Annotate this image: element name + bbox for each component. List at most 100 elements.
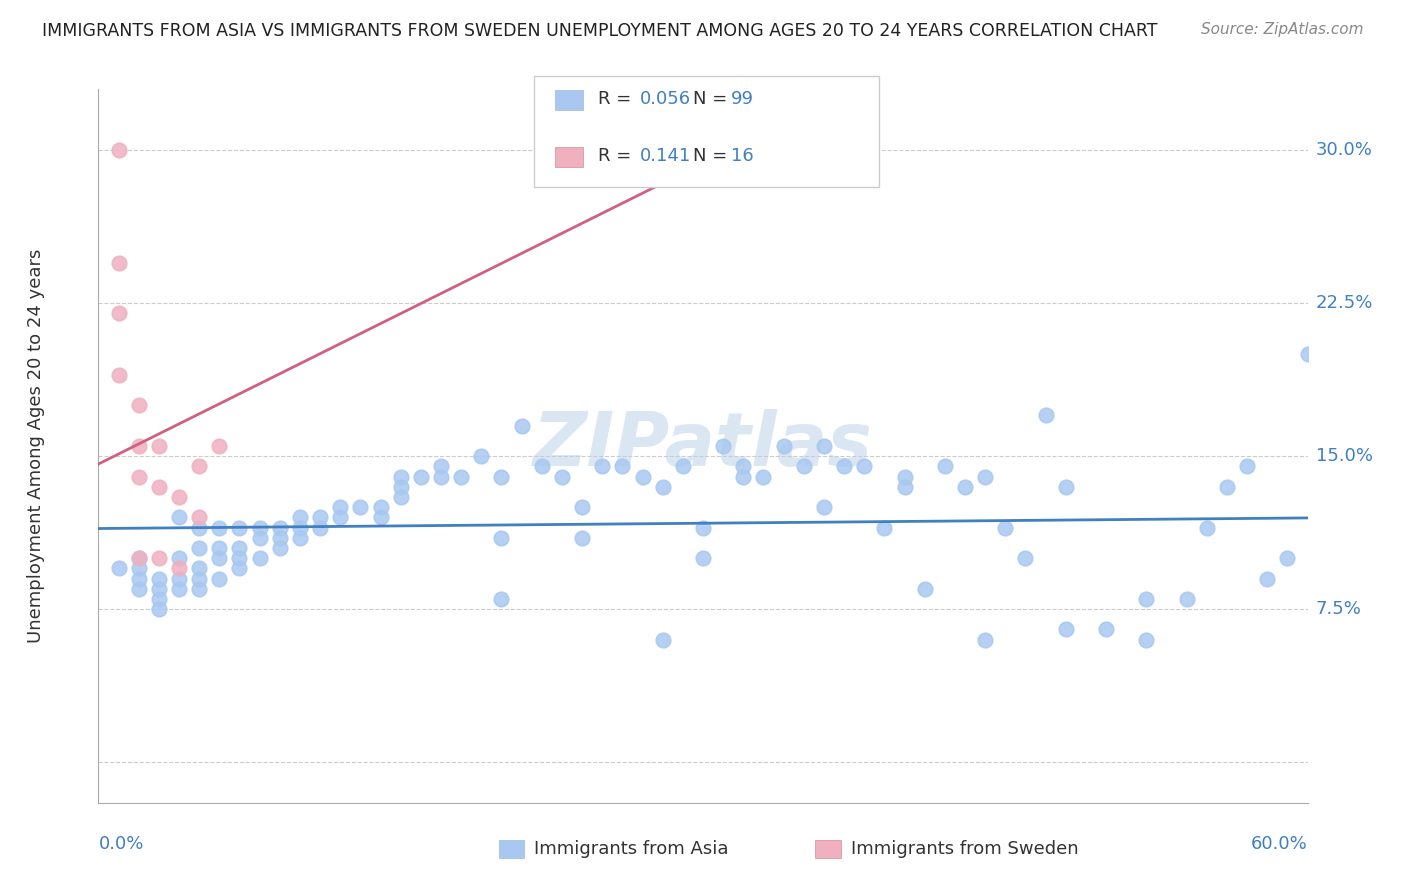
- Point: [128, 469, 150, 483]
- Point: [752, 469, 775, 483]
- Point: [530, 459, 553, 474]
- Point: [188, 459, 211, 474]
- Point: [188, 510, 211, 524]
- Text: 30.0%: 30.0%: [1316, 141, 1372, 160]
- Point: [107, 255, 129, 269]
- Point: [793, 459, 815, 474]
- Text: N =: N =: [693, 90, 733, 108]
- Point: [1256, 572, 1278, 586]
- Point: [167, 582, 190, 596]
- Point: [389, 469, 412, 483]
- Point: [208, 520, 231, 534]
- Point: [1236, 459, 1258, 474]
- Text: R =: R =: [598, 147, 643, 165]
- Point: [167, 572, 190, 586]
- Point: [974, 469, 997, 483]
- Point: [491, 531, 513, 545]
- Point: [249, 531, 271, 545]
- Text: Immigrants from Sweden: Immigrants from Sweden: [851, 840, 1078, 858]
- Point: [571, 500, 593, 515]
- Point: [1095, 623, 1118, 637]
- Point: [269, 541, 291, 555]
- Point: [228, 520, 250, 534]
- Text: 0.0%: 0.0%: [98, 836, 143, 854]
- Point: [692, 551, 714, 566]
- Point: [288, 520, 311, 534]
- Point: [188, 582, 211, 596]
- Point: [288, 510, 311, 524]
- Point: [430, 469, 453, 483]
- Point: [167, 561, 190, 575]
- Point: [1054, 480, 1077, 494]
- Point: [631, 469, 654, 483]
- Text: Immigrants from Asia: Immigrants from Asia: [534, 840, 728, 858]
- Point: [370, 500, 392, 515]
- Point: [309, 510, 332, 524]
- Point: [934, 459, 956, 474]
- Point: [733, 459, 755, 474]
- Point: [148, 439, 170, 453]
- Point: [329, 500, 352, 515]
- Text: 22.5%: 22.5%: [1316, 294, 1374, 312]
- Point: [107, 368, 129, 382]
- Point: [208, 572, 231, 586]
- Point: [249, 551, 271, 566]
- Point: [107, 561, 129, 575]
- Point: [208, 551, 231, 566]
- Point: [430, 459, 453, 474]
- Point: [491, 591, 513, 606]
- Text: 7.5%: 7.5%: [1316, 600, 1361, 618]
- Point: [309, 520, 332, 534]
- Point: [128, 551, 150, 566]
- Text: 0.141: 0.141: [640, 147, 690, 165]
- Point: [651, 480, 673, 494]
- Point: [389, 480, 412, 494]
- Point: [148, 582, 170, 596]
- Point: [208, 541, 231, 555]
- Point: [167, 510, 190, 524]
- Point: [994, 520, 1017, 534]
- Text: R =: R =: [598, 90, 637, 108]
- Point: [651, 632, 673, 647]
- Point: [1296, 347, 1319, 361]
- Point: [1277, 551, 1299, 566]
- Point: [893, 480, 915, 494]
- Point: [107, 144, 129, 158]
- Point: [591, 459, 613, 474]
- Point: [1216, 480, 1239, 494]
- Point: [128, 572, 150, 586]
- Point: [692, 520, 714, 534]
- Point: [1014, 551, 1036, 566]
- Point: [772, 439, 794, 453]
- Point: [853, 459, 876, 474]
- Point: [914, 582, 936, 596]
- Point: [711, 439, 734, 453]
- Point: [269, 520, 291, 534]
- Point: [167, 490, 190, 504]
- Point: [953, 480, 976, 494]
- Point: [571, 531, 593, 545]
- Point: [228, 551, 250, 566]
- Text: 0.056: 0.056: [640, 90, 690, 108]
- Point: [1135, 632, 1157, 647]
- Point: [249, 520, 271, 534]
- Text: 99: 99: [731, 90, 754, 108]
- Point: [491, 469, 513, 483]
- Point: [188, 541, 211, 555]
- Point: [1195, 520, 1218, 534]
- Point: [269, 531, 291, 545]
- Point: [329, 510, 352, 524]
- Point: [893, 469, 915, 483]
- Point: [873, 520, 896, 534]
- Text: 60.0%: 60.0%: [1251, 836, 1308, 854]
- Point: [188, 520, 211, 534]
- Point: [1035, 409, 1057, 423]
- Point: [612, 459, 634, 474]
- Point: [188, 572, 211, 586]
- Text: ZIPatlas: ZIPatlas: [533, 409, 873, 483]
- Point: [128, 439, 150, 453]
- Text: IMMIGRANTS FROM ASIA VS IMMIGRANTS FROM SWEDEN UNEMPLOYMENT AMONG AGES 20 TO 24 : IMMIGRANTS FROM ASIA VS IMMIGRANTS FROM …: [42, 22, 1157, 40]
- Point: [148, 551, 170, 566]
- Point: [470, 449, 492, 463]
- Point: [148, 591, 170, 606]
